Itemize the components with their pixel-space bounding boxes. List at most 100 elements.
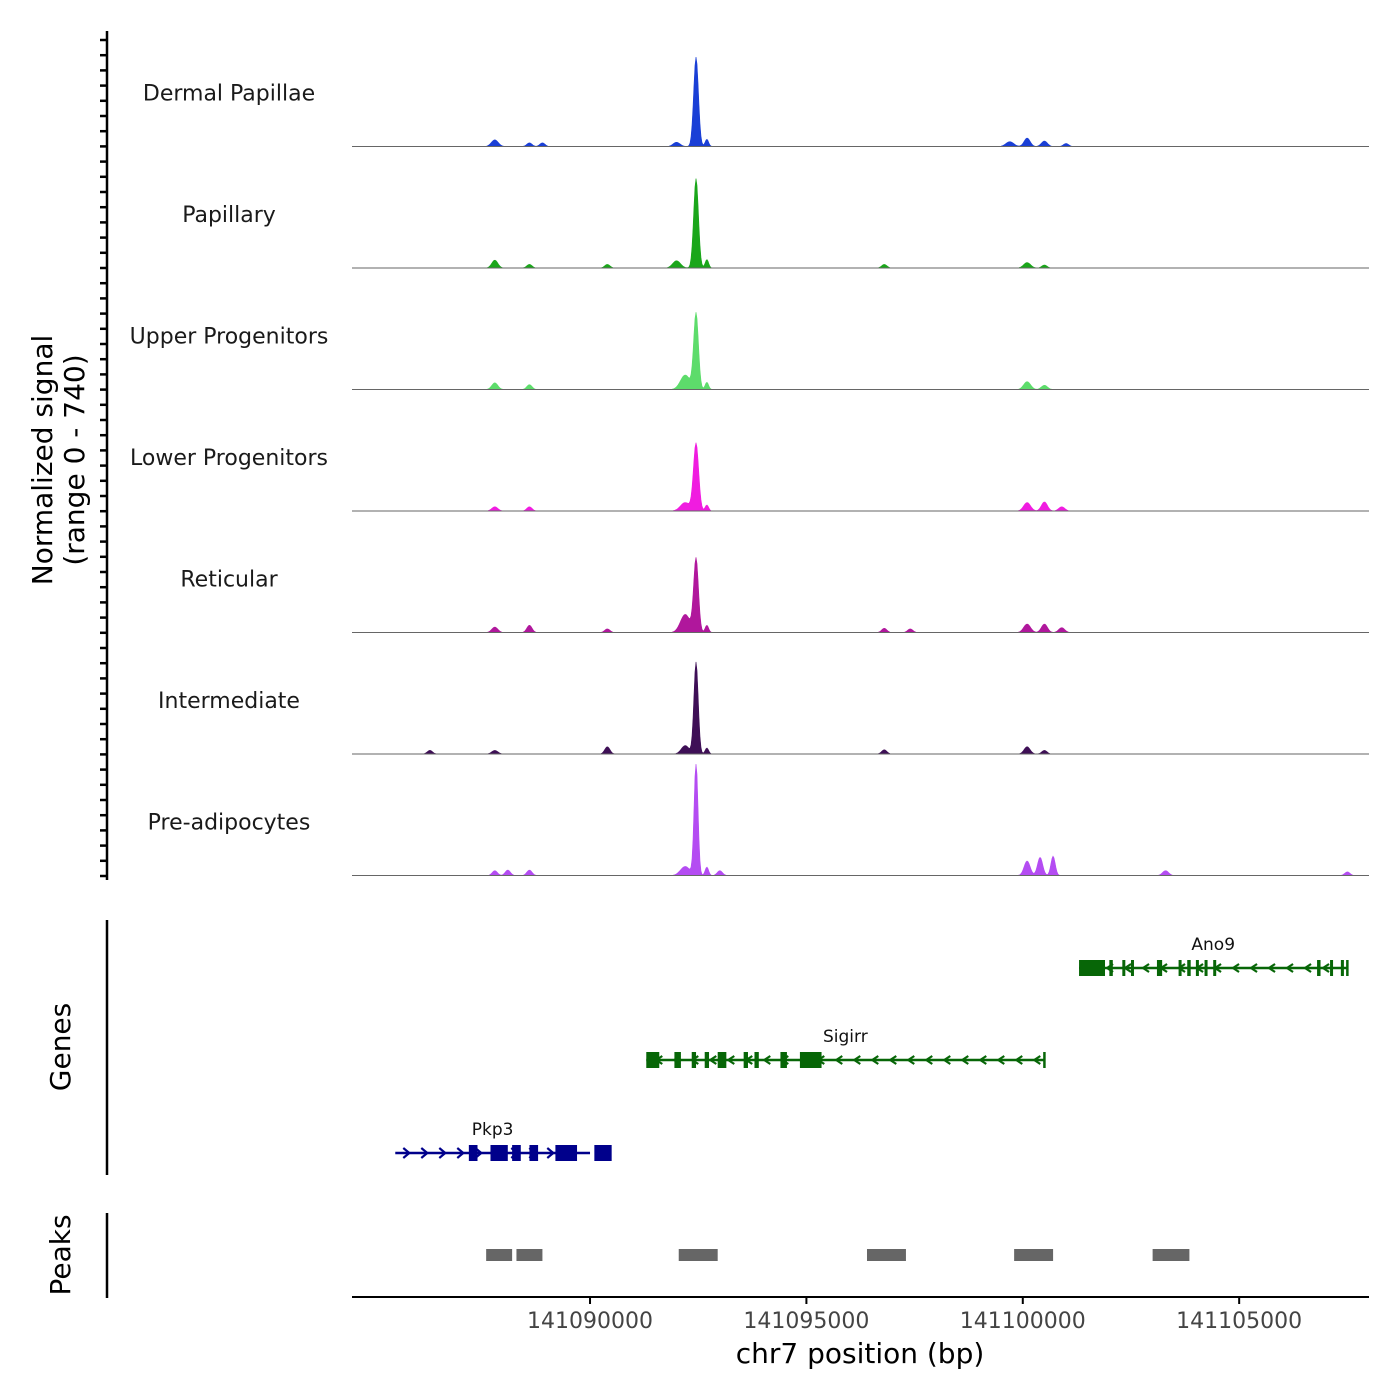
exon [691,1052,697,1068]
strand-arrow [1285,963,1294,973]
exon [1178,960,1182,976]
exon [555,1145,578,1161]
signal-area [352,442,1369,512]
strand-arrow [1141,963,1150,973]
gene-label: Sigirr [823,1027,868,1047]
track-label: Lower Progenitors [130,446,328,471]
exon [646,1052,660,1068]
exon [754,1052,759,1068]
track-lower-progenitors: Lower Progenitors [130,442,1369,512]
y-axis-title-line: (range 0 - 740) [58,354,91,565]
signal-area [352,557,1369,633]
strand-arrow [960,1055,969,1065]
signal-area [352,56,1369,147]
gene-pkp3: Pkp3 [395,1120,612,1161]
x-tick-label: 141090000 [527,1309,653,1334]
exon [1204,960,1208,976]
track-pre-adipocytes: Pre-adipocytes [148,763,1369,876]
exon [490,1145,508,1161]
exon [1156,960,1163,976]
exon [780,1052,787,1068]
track-papillary: Papillary [182,178,1369,269]
strand-arrow [546,1147,555,1159]
strand-arrow [708,1055,717,1065]
strand-arrow [978,1055,987,1065]
exon [674,1052,681,1068]
track-label: Dermal Papillae [143,82,315,107]
peaks-axis-title: Peaks [44,1214,77,1295]
x-axis-title: chr7 position (bp) [736,1337,985,1370]
strand-arrow [1249,963,1258,973]
exon [799,1052,822,1068]
peak-region [1152,1249,1190,1261]
exon [468,1145,478,1161]
strand-arrow [1231,963,1240,973]
y-axis-title: Normalized signal(range 0 - 740) [26,335,91,586]
gene-label: Ano9 [1191,935,1235,955]
gene-ano9: Ano9 [1079,935,1349,976]
exon [529,1145,539,1161]
exon [1109,960,1113,976]
exon [717,1052,727,1068]
exon [512,1145,521,1161]
exon [1330,960,1334,976]
strand-arrow [942,1055,951,1065]
strand-arrow [1321,963,1330,973]
exon [594,1145,612,1161]
strand-arrow [888,1055,897,1065]
exon [1079,960,1106,976]
track-label: Reticular [180,568,278,593]
strand-arrow [924,1055,933,1065]
strand-arrow [852,1055,861,1065]
exon [1130,960,1134,976]
track-label: Papillary [182,203,276,228]
strand-arrow [438,1147,447,1159]
peak-region [516,1249,543,1261]
peak-region [1014,1249,1054,1261]
strand-arrow [870,1055,879,1065]
exon [1195,960,1199,976]
track-reticular: Reticular [180,557,1369,633]
strand-arrow [1032,1055,1041,1065]
strand-arrow [402,1147,411,1159]
strand-arrow [420,1147,429,1159]
signal-tracks: Dermal Papillae Papillary Upper Progenitor… [130,56,1369,876]
y-axis-title-line: Normalized signal [26,335,59,586]
peak-region [866,1249,906,1261]
exon [1317,960,1321,976]
strand-arrow [726,1055,735,1065]
track-intermediate: Intermediate [158,661,1369,755]
gene-label: Pkp3 [472,1120,514,1140]
track-label: Intermediate [158,689,300,714]
strand-arrow [834,1055,843,1065]
peak-region [486,1249,513,1261]
gene-tracks: Ano9 Sigirr Pkp3 [395,935,1349,1161]
strand-arrow [762,1055,771,1065]
exon [704,1052,710,1068]
track-upper-progenitors: Upper Progenitors [130,312,1369,390]
strand-arrow [996,1055,1005,1065]
track-label: Upper Progenitors [130,325,329,350]
signal-area [352,312,1369,390]
exon [1340,960,1344,976]
exon [743,1052,748,1068]
gene-sigirr: Sigirr [646,1027,1046,1068]
x-tick-label: 141105000 [1176,1309,1302,1334]
exon [1213,960,1217,976]
strand-arrow [1014,1055,1023,1065]
strand-arrow [906,1055,915,1065]
peak-regions [486,1249,1190,1261]
exon [1122,960,1126,976]
strand-arrow [1267,963,1276,973]
x-tick-label: 141095000 [743,1309,869,1334]
strand-arrow [1303,963,1312,973]
signal-area [352,763,1369,876]
genes-axis-title: Genes [44,1003,77,1091]
strand-arrow [456,1147,465,1159]
x-axis: 141090000 141095000 141100000 141105000 [527,1297,1302,1334]
track-label: Pre-adipocytes [148,811,311,836]
x-tick-label: 141100000 [960,1309,1086,1334]
exon [1187,960,1191,976]
